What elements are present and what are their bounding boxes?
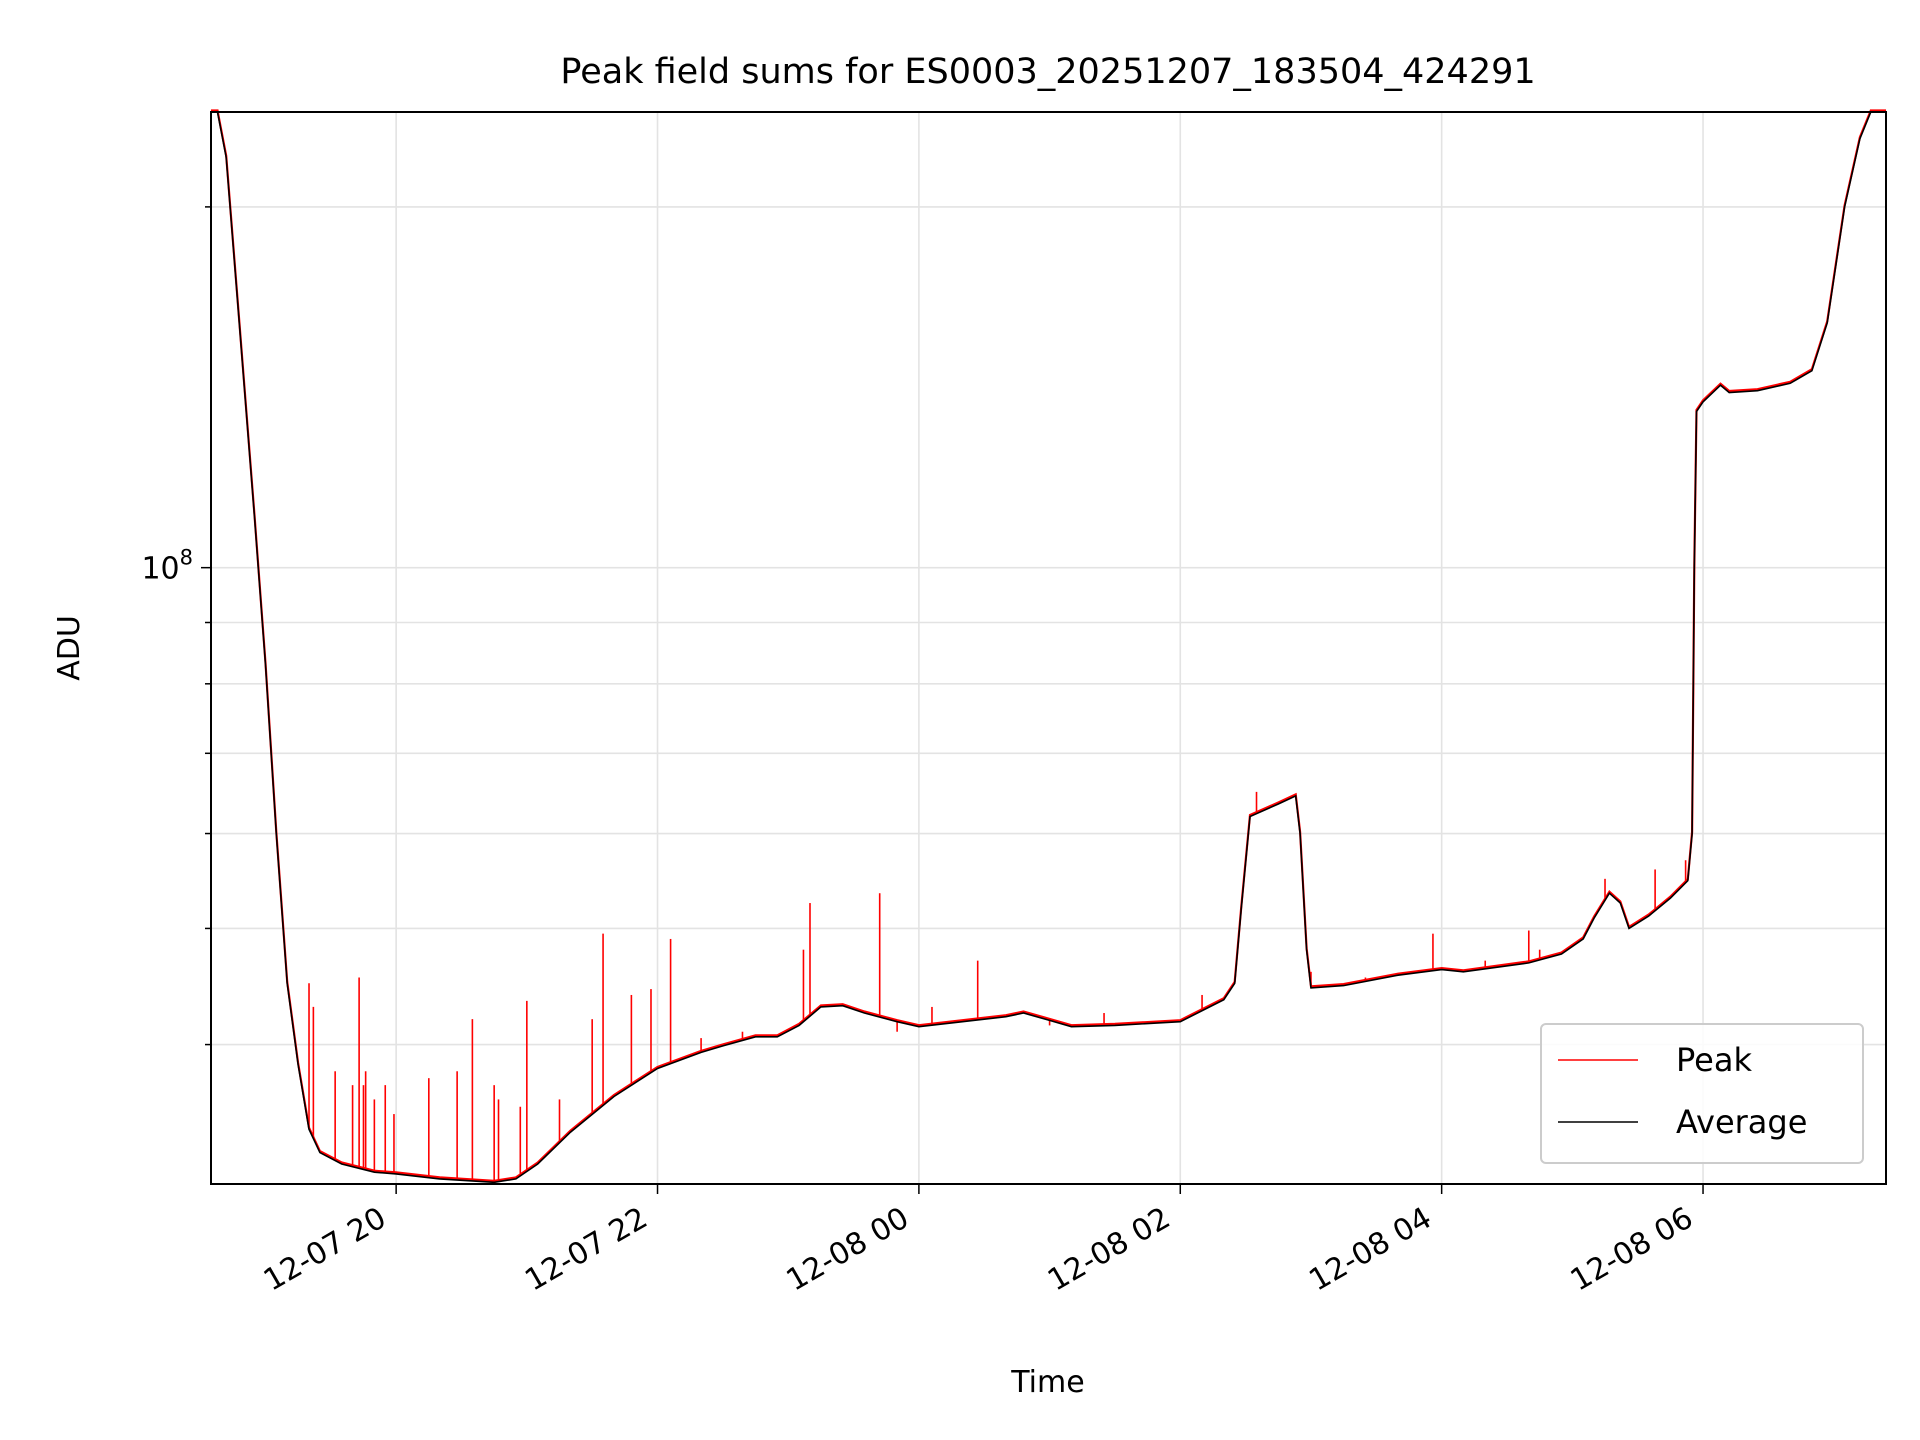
plot-area [211, 109, 1886, 1184]
chart-title: Peak field sums for ES0003_20251207_1835… [560, 52, 1535, 92]
legend-label-average: Average [1676, 1103, 1807, 1141]
series-average-line [211, 111, 1886, 1184]
axes-frame [210, 111, 1887, 1185]
legend-box [1540, 1023, 1864, 1164]
y-tick-label: 108 [141, 546, 193, 587]
legend-label-peak: Peak [1676, 1041, 1752, 1079]
y-axis: 108 [141, 206, 211, 1046]
legend: Peak Average [1540, 1023, 1864, 1164]
y-axis-label: ADU [52, 615, 87, 681]
grid [211, 112, 1886, 1184]
x-axis-label: Time [1010, 1365, 1084, 1400]
